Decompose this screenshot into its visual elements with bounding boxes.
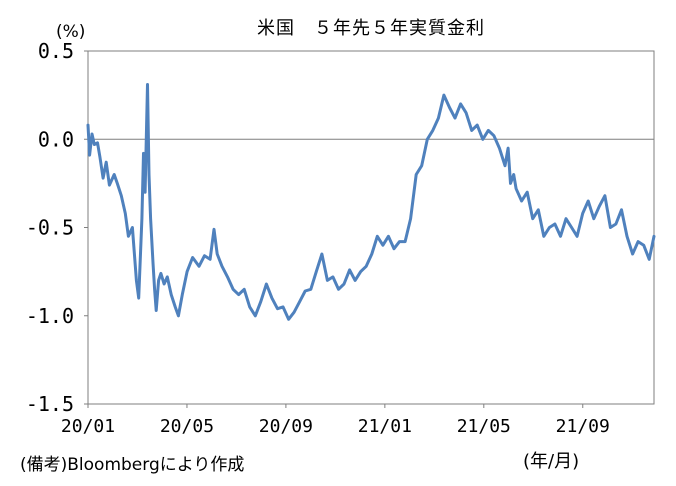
x-tick-label: 21/05 [457,416,511,437]
source-note: (備考)Bloombergにより作成 [20,455,245,475]
x-tick-label: 20/01 [61,416,115,437]
y-tick-label: -1.5 [26,392,74,416]
series-line [86,83,656,321]
chart-title: 米国 ５年先５年実質金利 [257,18,485,39]
y-tick-label: -0.5 [26,216,74,240]
x-tick-label: 21/01 [358,416,412,437]
y-tick-label: 0.5 [38,39,74,63]
y-tick-label: 0.0 [38,127,74,151]
x-tick-label: 20/05 [160,416,214,437]
y-axis-unit: (%) [56,22,86,42]
x-axis-unit: (年/月) [523,451,580,472]
plot-frame [87,50,655,405]
y-tick-label: -1.0 [26,304,74,328]
x-tick-label: 20/09 [259,416,313,437]
x-tick-label: 21/09 [556,416,610,437]
